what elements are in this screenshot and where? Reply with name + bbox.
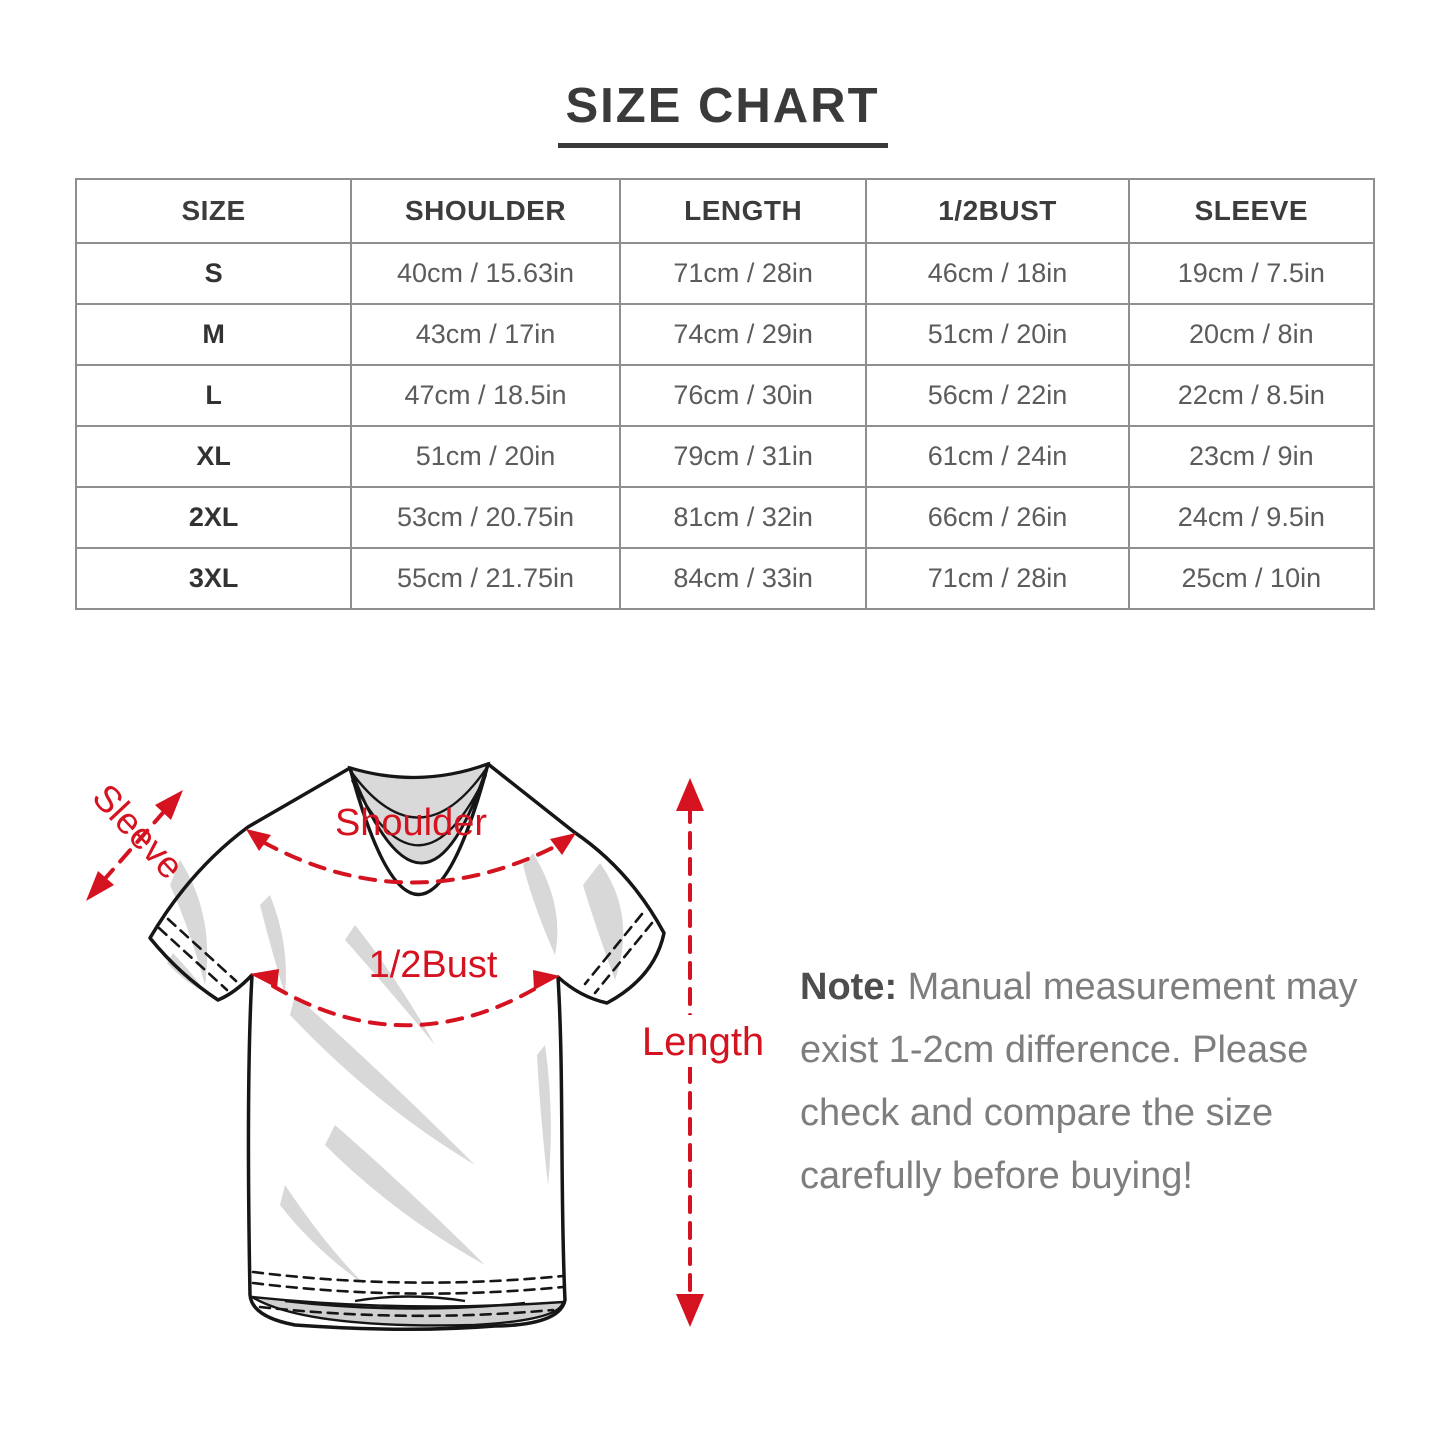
halfbust-cell: 71cm / 28in [865, 547, 1130, 610]
col-header-size: SIZE [74, 178, 353, 244]
tshirt-measurement-diagram: Sleeve Shoulder 1/2Bust Length [55, 745, 815, 1445]
arrowhead-icon [86, 871, 114, 901]
arrowhead-icon [676, 1294, 704, 1327]
shoulder-cell: 53cm / 20.75in [350, 486, 621, 549]
length-label: Length [642, 1020, 764, 1064]
wrinkle-shade [325, 1125, 485, 1265]
right-cuff-stitch [593, 921, 654, 995]
collar-stitch [351, 768, 487, 819]
half-bust-label: 1/2Bust [369, 944, 498, 986]
sleeve-cell: 20cm / 8in [1127, 303, 1376, 366]
wrinkle-shade [170, 860, 208, 985]
shoulder-cell: 43cm / 17in [350, 303, 621, 366]
arrowhead-icon [250, 969, 279, 988]
arrowhead-icon [246, 829, 271, 851]
size-cell: 3XL [74, 547, 353, 610]
halfbust-cell: 61cm / 24in [865, 425, 1130, 488]
length-cell: 81cm / 32in [618, 486, 868, 549]
table-row: L 47cm / 18.5in 76cm / 30in 56cm / 22in … [74, 364, 1376, 427]
sleeve-label: Sleeve [85, 776, 192, 887]
hem-stitch [258, 1305, 555, 1318]
wrinkle-shade [523, 853, 558, 955]
size-cell: M [74, 303, 353, 366]
halfbust-cell: 56cm / 22in [865, 364, 1130, 427]
half-bust-measure-arrow [271, 984, 540, 1028]
shoulder-cell: 40cm / 15.63in [350, 242, 621, 305]
length-cell: 84cm / 33in [618, 547, 868, 610]
length-cell: 74cm / 29in [618, 303, 868, 366]
size-table: SIZE SHOULDER LENGTH 1/2BUST SLEEVE S 40… [74, 178, 1376, 610]
tshirt-outline [148, 762, 666, 1332]
halfbust-cell: 66cm / 26in [865, 486, 1130, 549]
halfbust-cell: 51cm / 20in [865, 303, 1130, 366]
size-cell: S [74, 242, 353, 305]
left-cuff-stitch [166, 917, 238, 983]
length-cell: 71cm / 28in [618, 242, 868, 305]
arrowhead-icon [676, 778, 704, 811]
wrinkle-shade [260, 895, 286, 995]
shoulder-measure-arrow [261, 840, 562, 885]
note-label: Note: [800, 966, 898, 1008]
arrowhead-icon [533, 970, 560, 990]
wrinkle-shade [537, 1045, 551, 1185]
hem-stitch [251, 1270, 565, 1284]
note-text: Manual measurement may exist 1-2cm diffe… [800, 966, 1358, 1197]
shoulder-cell: 51cm / 20in [350, 425, 621, 488]
col-header-halfbust: 1/2BUST [865, 178, 1130, 244]
col-header-length: LENGTH [618, 178, 868, 244]
sleeve-cell: 19cm / 7.5in [1127, 242, 1376, 305]
measurement-note: Note: Manual measurement may exist 1-2cm… [800, 956, 1388, 1208]
length-cell: 79cm / 31in [618, 425, 868, 488]
hem-fold-line [284, 1299, 526, 1310]
shoulder-cell: 47cm / 18.5in [350, 364, 621, 427]
shoulder-cell: 55cm / 21.75in [350, 547, 621, 610]
sleeve-cell: 22cm / 8.5in [1127, 364, 1376, 427]
size-cell: L [74, 364, 353, 427]
col-header-sleeve: SLEEVE [1127, 178, 1376, 244]
length-cell: 76cm / 30in [618, 364, 868, 427]
sleeve-cell: 24cm / 9.5in [1127, 486, 1376, 549]
table-row: 2XL 53cm / 20.75in 81cm / 32in 66cm / 26… [74, 486, 1376, 549]
shoulder-label: Shoulder [335, 802, 487, 844]
table-row: 3XL 55cm / 21.75in 84cm / 33in 71cm / 28… [74, 547, 1376, 610]
table-row: S 40cm / 15.63in 71cm / 28in 46cm / 18in… [74, 242, 1376, 305]
collar-stitch [350, 774, 488, 847]
collar-band [347, 761, 491, 865]
page-header: SIZE CHART [0, 79, 1445, 148]
hem-stitch [251, 1281, 565, 1295]
wrinkle-shade [290, 995, 475, 1165]
col-header-shoulder: SHOULDER [350, 178, 621, 244]
front-neckline [348, 762, 490, 897]
length-label-backdrop [628, 1015, 780, 1067]
right-cuff-stitch [583, 912, 644, 986]
arrowhead-icon [550, 833, 576, 855]
sleeve-cell: 25cm / 10in [1127, 547, 1376, 610]
table-row: XL 51cm / 20in 79cm / 31in 61cm / 24in 2… [74, 425, 1376, 488]
halfbust-cell: 46cm / 18in [865, 242, 1130, 305]
size-cell: 2XL [74, 486, 353, 549]
hem-fold-line [354, 1295, 466, 1303]
header-row: SIZE SHOULDER LENGTH 1/2BUST SLEEVE [74, 178, 1376, 244]
page-title: SIZE CHART [557, 79, 888, 148]
wrinkle-shade [280, 1185, 365, 1285]
table-row: M 43cm / 17in 74cm / 29in 51cm / 20in 20… [74, 303, 1376, 366]
arrowhead-icon [155, 790, 183, 820]
sleeve-cell: 23cm / 9in [1127, 425, 1376, 488]
wrinkle-shade [345, 925, 435, 1045]
sleeve-measure-arrow [101, 805, 170, 883]
size-cell: XL [74, 425, 353, 488]
wrinkle-shade [583, 863, 624, 980]
left-cuff-stitch [157, 926, 229, 992]
